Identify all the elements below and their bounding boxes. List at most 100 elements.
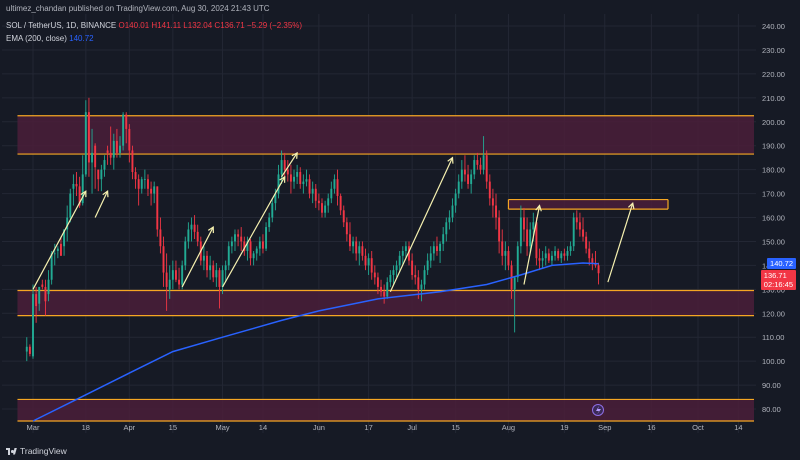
candle-body: [171, 270, 174, 280]
tradingview-logo[interactable]: TradingView: [6, 446, 67, 456]
trend-arrow: [94, 190, 109, 218]
candle-body: [63, 229, 66, 247]
candle-body: [302, 181, 305, 184]
candle-body: [550, 255, 553, 261]
candle-body: [286, 169, 289, 175]
candle-body: [485, 155, 488, 182]
candle-body: [572, 217, 575, 247]
price-tick-label: 220.00: [762, 70, 785, 79]
ema-value: 140.72: [69, 34, 94, 43]
candle-body: [131, 150, 134, 173]
trend-arrow-head: [102, 190, 109, 198]
candle-body: [504, 251, 507, 256]
candle-body: [330, 188, 333, 199]
trend-arrow: [281, 152, 298, 178]
candle-body: [41, 284, 44, 287]
time-axis[interactable]: Mar 18 Apr 15 May 14 Jun 17 Jul 15 Aug 19 Sep 16 Oct 14: [27, 423, 743, 432]
candle-body: [125, 114, 128, 129]
price-tick-label: 180.00: [762, 166, 785, 175]
candle-body: [119, 145, 121, 153]
trend-arrow: [389, 157, 454, 292]
tradingview-logo-icon: [6, 447, 17, 455]
footer-bar: [0, 442, 800, 460]
candle-countdown: 02:16:45: [763, 280, 793, 289]
candle-body: [395, 265, 398, 271]
candle-body: [448, 217, 451, 223]
time-tick-label: Aug: [502, 423, 515, 432]
candle-body: [482, 155, 485, 170]
candle-body: [491, 198, 494, 206]
candle-body: [355, 241, 358, 254]
price-axis[interactable]: 80.0090.00100.00110.00120.00130.00140.00…: [762, 22, 785, 414]
candle-body: [404, 246, 407, 252]
candle-body: [516, 246, 519, 278]
candle-body: [386, 282, 389, 297]
candle-body: [258, 241, 261, 249]
candle-body: [445, 222, 448, 235]
candle-body: [317, 200, 320, 204]
time-tick-label: 19: [560, 423, 568, 432]
price-tick-label: 170.00: [762, 190, 785, 199]
candle-body: [243, 241, 246, 252]
candle-body: [442, 234, 445, 244]
trend-arrow-head: [535, 204, 542, 212]
event-marker-icon[interactable]: [592, 404, 604, 416]
candle-body: [162, 246, 165, 273]
time-tick-label: 15: [169, 423, 177, 432]
candle-body: [463, 169, 466, 175]
candle-body: [367, 258, 370, 266]
price-tick-label: 120.00: [762, 309, 785, 318]
candle-body: [227, 246, 230, 266]
candle-body: [339, 195, 342, 211]
candle-body: [507, 251, 510, 266]
candle-body: [470, 174, 473, 184]
candle-body: [408, 246, 410, 261]
candle-body: [91, 152, 94, 163]
candle-body: [140, 179, 143, 189]
candle-body: [234, 234, 236, 242]
candle-body: [348, 234, 351, 247]
candle-body: [32, 294, 34, 357]
candle-body: [392, 270, 395, 275]
candle-body: [215, 270, 218, 278]
symbol-legend[interactable]: SOL / TetherUS, 1D, BINANCE O140.01 H141…: [6, 21, 302, 30]
candle-body: [476, 160, 479, 165]
candle-body: [271, 203, 274, 218]
candle-body: [274, 193, 277, 204]
trend-arrow: [222, 176, 286, 288]
candle-body: [53, 253, 56, 255]
last-price-badge: 136.71 02:16:45: [760, 270, 796, 290]
candle-body: [321, 203, 323, 213]
candle-body: [501, 241, 504, 256]
candle-body: [358, 246, 361, 254]
candle-body: [563, 253, 566, 256]
trend-arrow-head: [80, 190, 87, 198]
candle-body: [78, 186, 81, 206]
ema-line: [32, 262, 599, 422]
candle-body: [87, 112, 90, 163]
candle-body: [206, 255, 208, 271]
candle-body: [383, 291, 386, 297]
candle-body: [60, 243, 62, 256]
candle-body: [150, 188, 153, 194]
candle-body: [432, 246, 435, 254]
trend-arrow-head: [279, 175, 286, 183]
candle-body: [240, 236, 243, 242]
candle-body: [560, 253, 563, 259]
candle-body: [582, 229, 584, 237]
candle-body: [44, 286, 47, 302]
price-tick-label: 200.00: [762, 118, 785, 127]
candle-body: [293, 176, 295, 182]
candle-body: [591, 258, 594, 263]
candle-body: [66, 217, 69, 230]
indicator-legend[interactable]: EMA (200, close) 140.72: [6, 34, 94, 43]
candle-body: [97, 169, 100, 180]
candle-body: [436, 246, 438, 252]
candle-body: [457, 181, 460, 194]
trend-arrow-head: [207, 225, 214, 234]
candle-layer: [25, 97, 600, 362]
candle-body: [451, 205, 454, 218]
candle-body: [249, 241, 252, 259]
candle-body: [420, 284, 423, 290]
